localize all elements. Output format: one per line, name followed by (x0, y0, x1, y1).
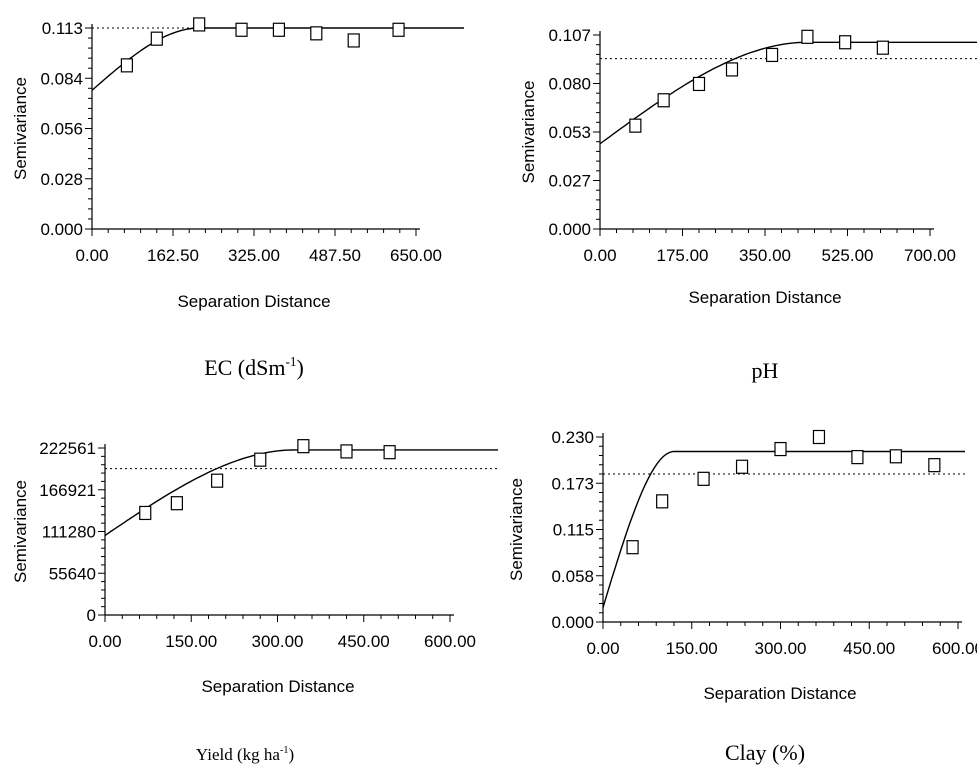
x-tick-label: 0.00 (75, 246, 108, 265)
data-point (851, 450, 864, 465)
y-tick-label: 0.230 (551, 428, 594, 447)
x-tick-label: 350.00 (739, 246, 791, 265)
y-tick-label: 111280 (42, 523, 96, 542)
model-curve (91, 27, 464, 91)
x-axis-title: Separation Distance (703, 684, 856, 703)
x-tick-label: 0.00 (583, 246, 616, 265)
data-point (340, 444, 353, 459)
data-point (170, 496, 183, 511)
chart-ph: 0.000 0.027 0.053 0.080 0.107 0.00 175.00 350.0… (519, 26, 977, 383)
x-tick-label: 300.00 (755, 639, 807, 658)
x-tick-label: 487.50 (309, 246, 361, 265)
y-tick-label: 0.080 (548, 75, 591, 94)
data-point (657, 93, 670, 108)
x-axis-title: Separation Distance (177, 292, 330, 311)
x-tick-label: 0.00 (88, 632, 121, 651)
x-tick-label: 650.00 (390, 246, 442, 265)
y-axis-title: Semivariance (507, 478, 526, 581)
y-tick-label: 0.027 (548, 172, 591, 191)
x-tick-label: 175.00 (657, 246, 709, 265)
y-tick-label: 55640 (49, 564, 96, 583)
y-tick-label: 0.053 (548, 123, 591, 142)
data-point (626, 540, 639, 555)
x-tick-label: 150.00 (165, 632, 217, 651)
y-tick-label: 0 (87, 606, 96, 625)
chart-ec: 0.000 0.028 0.056 0.084 0.113 0.00 162.50 325.0… (11, 17, 464, 380)
data-point (928, 458, 941, 473)
panel-caption: Clay (%) (725, 740, 805, 765)
data-point (120, 58, 133, 73)
data-point (876, 40, 889, 55)
y-tick-label: 0.107 (548, 26, 591, 45)
x-tick-label: 300.00 (252, 632, 304, 651)
x-tick-label: 150.00 (666, 639, 718, 658)
x-tick-label: 600.00 (932, 639, 977, 658)
y-tick-label: 0.028 (40, 170, 83, 189)
data-point (801, 29, 814, 44)
data-point (735, 459, 749, 474)
data-point (697, 471, 710, 486)
x-tick-label: 325.00 (228, 246, 280, 265)
data-point (392, 22, 405, 37)
model-curve (599, 41, 977, 145)
data-point (211, 473, 224, 488)
model-curve (104, 449, 498, 537)
x-tick-label: 450.00 (338, 632, 390, 651)
y-axis-title: Semivariance (519, 81, 538, 184)
x-axis-title: Separation Distance (201, 677, 354, 696)
chart-yield: 0 55640 111280 166921 222561 0.00 150.00 300.00… (11, 439, 498, 764)
x-tick-label: 0.00 (586, 639, 619, 658)
y-tick-label: 0.113 (42, 19, 83, 38)
x-axis-title: Separation Distance (688, 288, 841, 307)
data-point (235, 22, 248, 37)
data-point (193, 17, 206, 32)
data-point (765, 47, 779, 63)
y-tick-label: 0.173 (551, 474, 594, 493)
data-point (629, 118, 642, 133)
y-tick-label: 0.056 (40, 120, 83, 139)
chart-clay: 0.000 0.058 0.115 0.173 0.230 0.00 150.00 300.0… (507, 428, 977, 765)
panel-caption: pH (752, 358, 779, 383)
y-tick-label: 0.000 (40, 220, 83, 239)
data-point (347, 33, 360, 48)
y-axis-title: Semivariance (11, 77, 30, 180)
y-tick-label: 166921 (39, 481, 96, 500)
data-point (139, 505, 152, 521)
data-point (383, 445, 396, 460)
x-tick-label: 600.00 (424, 632, 476, 651)
x-tick-label: 162.50 (147, 246, 199, 265)
data-point (310, 26, 323, 41)
y-tick-label: 0.000 (548, 220, 591, 239)
data-point (150, 31, 163, 46)
y-axis-title: Semivariance (11, 480, 30, 583)
y-tick-label: 222561 (39, 439, 96, 458)
data-point (889, 449, 902, 464)
data-point (839, 35, 852, 50)
x-tick-label: 450.00 (843, 639, 895, 658)
data-point (254, 452, 267, 467)
data-point (725, 62, 739, 77)
data-point (297, 439, 310, 454)
panel-caption: Yield (kg ha-1) (196, 745, 294, 764)
data-point (774, 441, 787, 457)
data-point (692, 76, 706, 92)
y-tick-label: 0.084 (40, 69, 83, 88)
y-tick-label: 0.000 (551, 613, 594, 632)
x-tick-label: 700.00 (904, 246, 956, 265)
y-tick-label: 0.058 (551, 567, 594, 586)
x-tick-label: 525.00 (822, 246, 874, 265)
data-point (656, 494, 669, 509)
data-point (272, 22, 286, 37)
panel-caption: EC (dSm-1) (204, 354, 304, 380)
y-tick-label: 0.115 (553, 521, 594, 540)
data-point (812, 429, 826, 445)
model-curve (602, 450, 965, 608)
